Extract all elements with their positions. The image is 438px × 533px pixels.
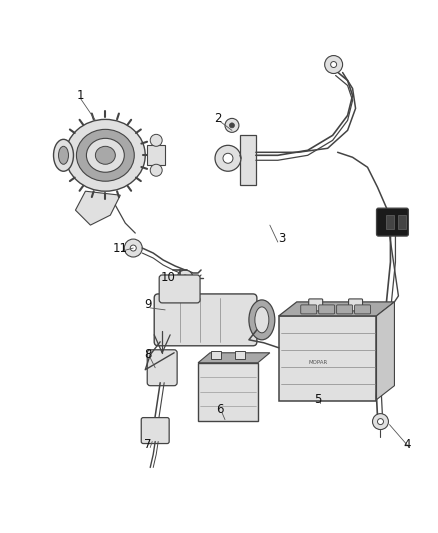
FancyBboxPatch shape — [377, 208, 408, 236]
FancyBboxPatch shape — [301, 305, 317, 314]
FancyBboxPatch shape — [159, 275, 200, 303]
Ellipse shape — [66, 119, 145, 191]
Circle shape — [378, 418, 384, 425]
Text: 2: 2 — [214, 112, 222, 125]
Bar — [235, 351, 245, 359]
Circle shape — [215, 146, 241, 171]
Circle shape — [177, 270, 193, 286]
Circle shape — [150, 164, 162, 176]
Bar — [399, 215, 406, 229]
Bar — [240, 135, 256, 185]
Ellipse shape — [77, 130, 134, 181]
Ellipse shape — [59, 147, 68, 164]
Ellipse shape — [255, 307, 269, 333]
FancyBboxPatch shape — [154, 294, 257, 346]
FancyBboxPatch shape — [355, 305, 371, 314]
Text: 8: 8 — [145, 348, 152, 361]
FancyBboxPatch shape — [337, 305, 353, 314]
Text: 9: 9 — [145, 298, 152, 311]
Circle shape — [223, 154, 233, 163]
Ellipse shape — [86, 139, 124, 172]
Circle shape — [150, 134, 162, 147]
FancyBboxPatch shape — [309, 299, 323, 311]
Text: 10: 10 — [161, 271, 176, 285]
FancyBboxPatch shape — [349, 299, 363, 311]
FancyBboxPatch shape — [141, 417, 169, 443]
Text: 5: 5 — [314, 393, 321, 406]
Bar — [279, 316, 377, 401]
FancyBboxPatch shape — [319, 305, 335, 314]
Polygon shape — [279, 302, 395, 316]
Polygon shape — [75, 191, 120, 225]
Text: 3: 3 — [278, 231, 286, 245]
Text: 4: 4 — [404, 438, 411, 451]
Ellipse shape — [95, 147, 115, 164]
Text: 6: 6 — [216, 403, 224, 416]
Circle shape — [372, 414, 389, 430]
Polygon shape — [198, 353, 270, 363]
Circle shape — [130, 245, 136, 251]
Text: MOPAR: MOPAR — [308, 360, 327, 365]
Text: 11: 11 — [113, 241, 128, 255]
Bar — [198, 363, 258, 421]
Circle shape — [182, 275, 188, 281]
Circle shape — [230, 123, 234, 128]
Text: 1: 1 — [77, 89, 84, 102]
Bar — [211, 351, 221, 359]
Ellipse shape — [249, 300, 275, 340]
Bar — [147, 146, 165, 165]
FancyBboxPatch shape — [147, 350, 177, 386]
Ellipse shape — [53, 139, 74, 171]
Bar — [386, 215, 395, 229]
Circle shape — [331, 61, 337, 68]
Circle shape — [225, 118, 239, 132]
Circle shape — [325, 55, 343, 74]
Circle shape — [124, 239, 142, 257]
Polygon shape — [377, 302, 395, 400]
Text: 7: 7 — [145, 438, 152, 451]
